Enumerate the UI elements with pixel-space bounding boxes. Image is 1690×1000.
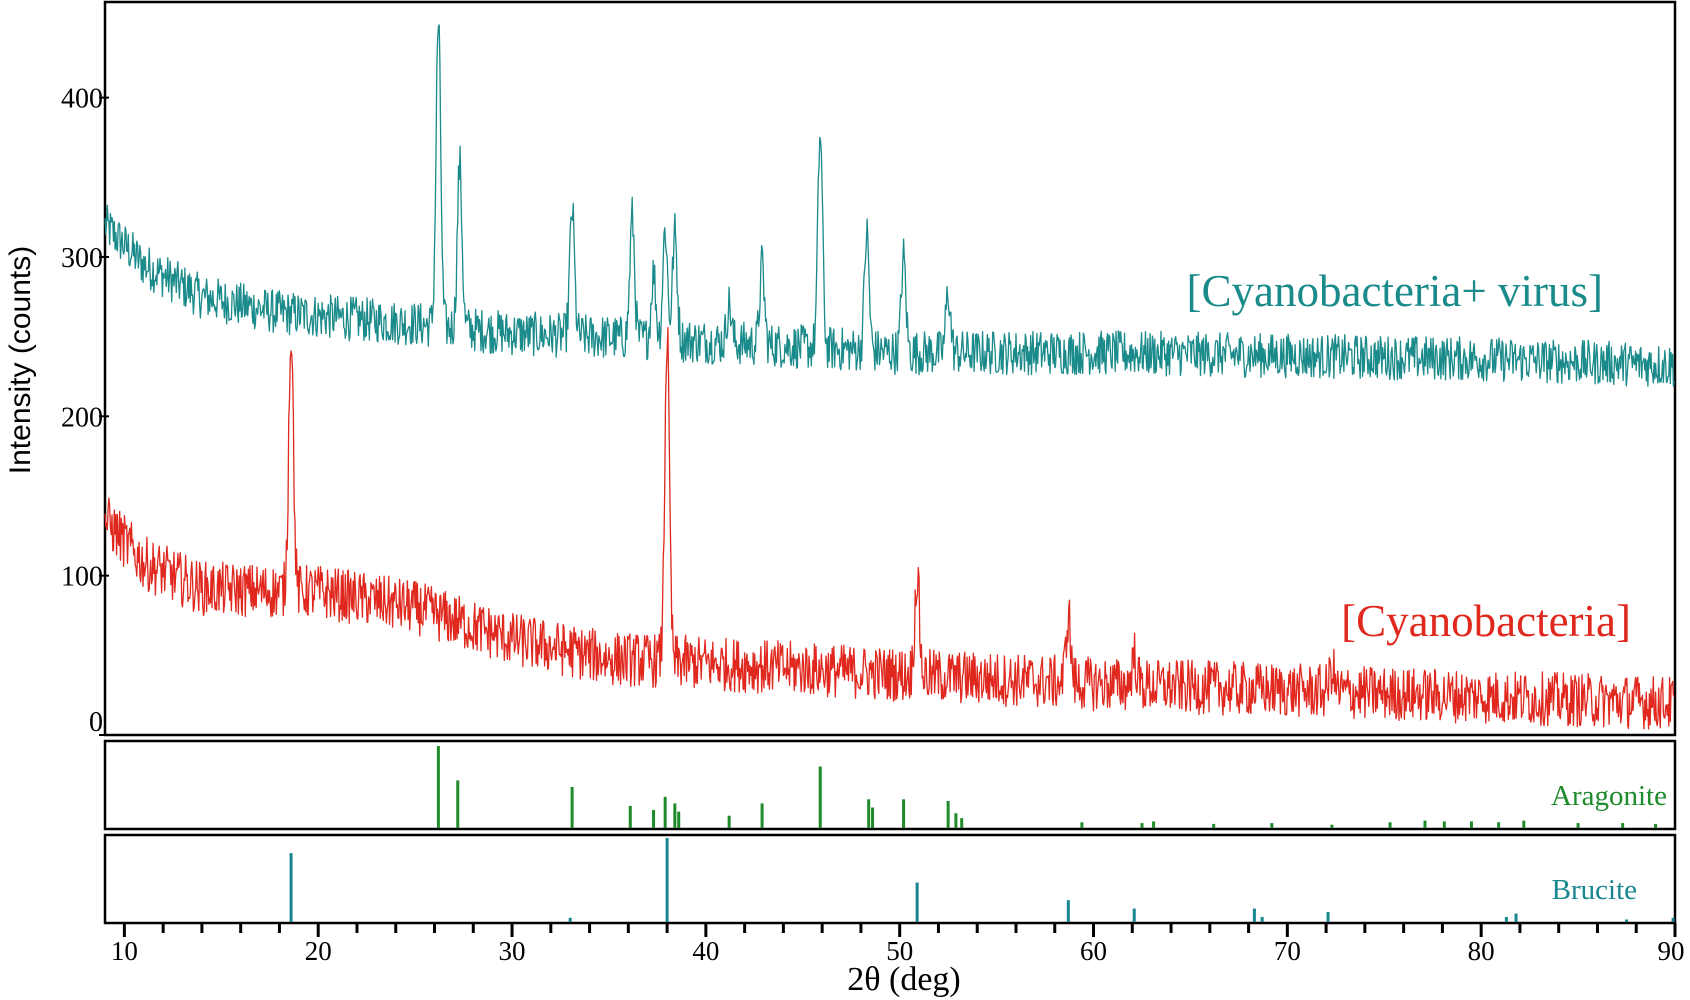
y-axis-label: Intensity (counts)	[4, 246, 37, 474]
x-axis-label: 2θ (deg)	[847, 961, 961, 998]
x-tick-label: 20	[305, 936, 332, 966]
y-tick-label: 200	[61, 402, 103, 433]
x-tick-label: 80	[1468, 936, 1495, 966]
reference-label-brucite: Brucite	[1552, 874, 1637, 906]
x-tick-label: 30	[499, 936, 526, 966]
series-line-cyanobacteria-virus	[104, 24, 1675, 387]
series-layer	[104, 24, 1675, 730]
x-tick-label: 60	[1080, 936, 1107, 966]
y-tick-label: 400	[61, 84, 103, 115]
y-axis: 0 100 200 300 400	[61, 84, 109, 738]
aragonite-panel-frame	[103, 739, 1677, 831]
main-plot-frame	[103, 0, 1677, 737]
series-line-cyanobacteria	[104, 327, 1675, 730]
reference-pattern-layer	[289, 746, 1675, 922]
x-tick-label: 40	[692, 936, 719, 966]
x-tick-label: 10	[111, 936, 138, 966]
x-tick-label: 50	[886, 936, 913, 966]
y-tick-label: 0	[89, 707, 103, 738]
reference-label-aragonite: Aragonite	[1551, 780, 1667, 812]
x-tick-label: 70	[1274, 936, 1301, 966]
series-label-cyanobacteria: [Cyanobacteria]	[1341, 596, 1631, 646]
brucite-panel-frame	[103, 833, 1677, 925]
x-axis: 10 20 30 40 50 60 70 80 90	[111, 923, 1685, 966]
y-tick-label: 100	[61, 562, 103, 593]
x-tick-label: 90	[1658, 936, 1685, 966]
series-label-cyanobacteria-virus: [Cyanobacteria+ virus]	[1187, 266, 1603, 316]
y-tick-label: 300	[61, 243, 103, 274]
